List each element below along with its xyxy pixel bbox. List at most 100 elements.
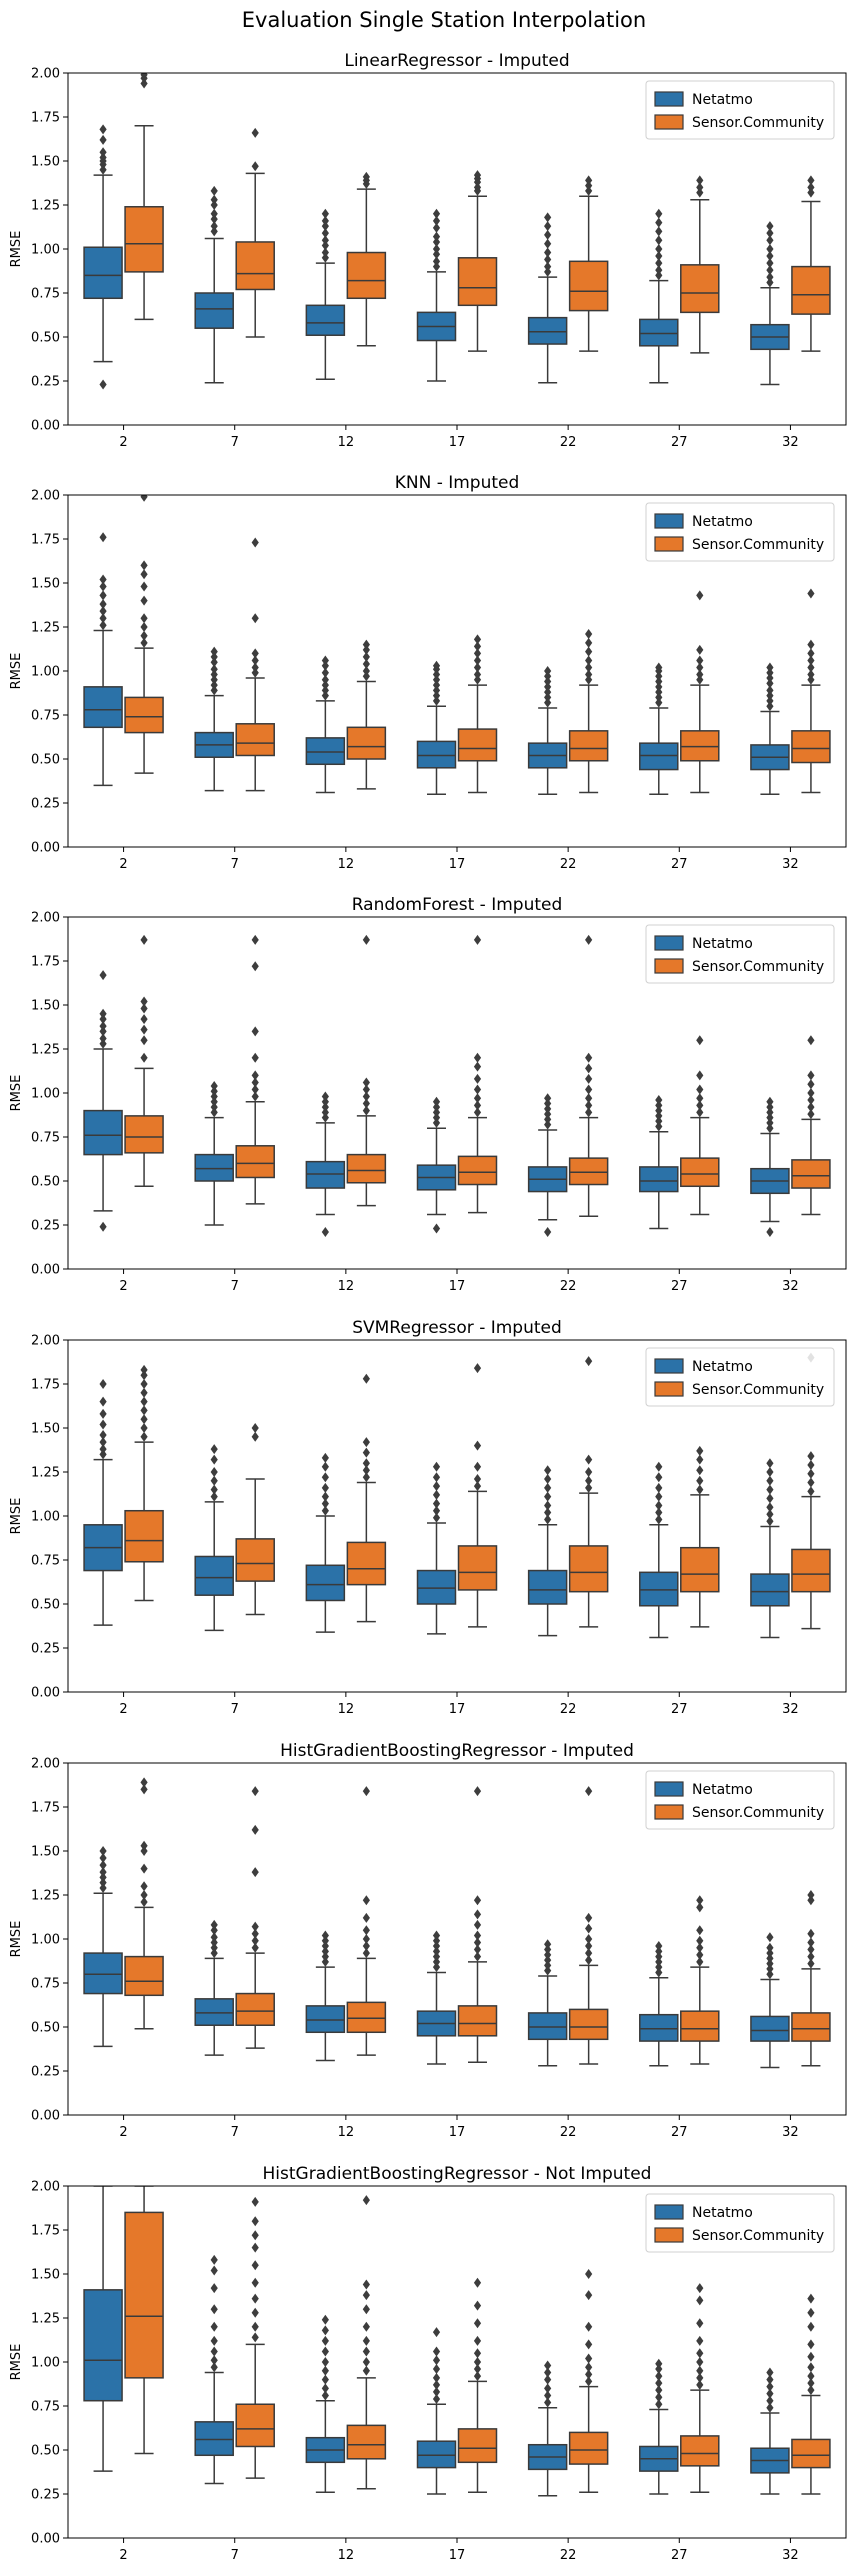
box-iqr bbox=[791, 2012, 831, 2042]
outlier-point bbox=[99, 970, 107, 981]
outlier-point bbox=[696, 2372, 704, 2383]
x-tick-label: 12 bbox=[338, 1279, 355, 1294]
x-tick-label: 17 bbox=[449, 1702, 466, 1717]
outlier-point bbox=[807, 2321, 815, 2332]
outlier-point bbox=[655, 251, 663, 262]
outlier-point bbox=[251, 1786, 259, 1797]
box-iqr bbox=[457, 2428, 498, 2464]
box-iqr bbox=[457, 1545, 498, 1591]
outlier-point bbox=[807, 1928, 815, 1939]
plot-area bbox=[83, 934, 831, 1238]
outlier-point bbox=[432, 669, 441, 680]
outlier-point bbox=[140, 1396, 148, 1407]
outlier-point bbox=[432, 1112, 441, 1123]
y-tick-label: 1.75 bbox=[31, 1801, 60, 1816]
outlier-point bbox=[210, 1086, 218, 1097]
outlier-point bbox=[544, 1939, 552, 1950]
outlier-point bbox=[696, 669, 704, 680]
outlier-point bbox=[321, 2374, 329, 2385]
outlier-point bbox=[362, 2304, 370, 2315]
outlier-point bbox=[251, 2307, 259, 2318]
outlier-point bbox=[99, 1038, 107, 1049]
outlier-point bbox=[99, 164, 107, 175]
box-sensor-community bbox=[235, 1786, 275, 2049]
box-iqr bbox=[346, 1153, 387, 1184]
box-netatmo bbox=[527, 1939, 568, 2067]
outlier-point bbox=[473, 641, 482, 652]
outlier-point bbox=[210, 674, 218, 685]
outlier-point bbox=[362, 2335, 370, 2346]
outlier-point bbox=[321, 1452, 329, 1463]
outlier-point bbox=[696, 644, 704, 655]
x-tick-label: 2 bbox=[119, 435, 127, 450]
y-tick-label: 0.00 bbox=[31, 841, 60, 856]
outlier-point bbox=[362, 1472, 370, 1483]
outlier-point bbox=[473, 655, 482, 666]
outlier-point bbox=[251, 1867, 259, 1878]
outlier-point bbox=[210, 226, 218, 237]
outlier-point bbox=[140, 581, 148, 592]
outlier-point bbox=[251, 2277, 259, 2288]
outlier-point bbox=[655, 1482, 663, 1493]
outlier-point bbox=[807, 1944, 815, 1955]
y-tick-label: 0.50 bbox=[31, 331, 60, 346]
outlier-point bbox=[807, 2307, 815, 2318]
y-tick-label: 1.25 bbox=[31, 621, 60, 636]
x-tick-label: 12 bbox=[338, 1702, 355, 1717]
outlier-point bbox=[99, 1437, 107, 1448]
outlier-point bbox=[99, 1882, 107, 1893]
outlier-point bbox=[807, 648, 815, 659]
outlier-point bbox=[99, 1408, 107, 1419]
outlier-point bbox=[362, 2365, 370, 2376]
box-iqr bbox=[750, 2015, 790, 2042]
box-netatmo bbox=[416, 1930, 457, 2065]
legend-label: Sensor.Community bbox=[692, 959, 824, 975]
outlier-point bbox=[655, 1100, 663, 1111]
outlier-point bbox=[807, 2293, 815, 2304]
outlier-point bbox=[210, 1475, 218, 1486]
outlier-point bbox=[321, 1505, 329, 1516]
outlier-point bbox=[210, 1484, 218, 1495]
outlier-point bbox=[251, 2321, 259, 2332]
outlier-point bbox=[140, 78, 148, 89]
outlier-point bbox=[140, 622, 148, 632]
box-sensor-community bbox=[235, 127, 275, 338]
outlier-point bbox=[807, 588, 815, 599]
outlier-point bbox=[473, 662, 482, 673]
outlier-point bbox=[585, 2290, 593, 2301]
outlier-point bbox=[473, 1937, 482, 1948]
box-iqr bbox=[639, 318, 679, 347]
outlier-point bbox=[655, 1105, 663, 1116]
outlier-point bbox=[766, 662, 774, 673]
box-sensor-community bbox=[791, 1352, 831, 1630]
outlier-point bbox=[766, 235, 774, 246]
box-iqr bbox=[639, 1166, 679, 1193]
outlier-point bbox=[766, 1969, 774, 1980]
x-tick-label: 32 bbox=[782, 2125, 799, 2140]
legend-label: Netatmo bbox=[692, 92, 753, 108]
legend-swatch bbox=[654, 91, 684, 107]
outlier-point bbox=[473, 2357, 482, 2367]
outlier-point bbox=[140, 1431, 148, 1442]
outlier-point bbox=[473, 1909, 482, 1920]
y-tick-label: 1.25 bbox=[31, 2312, 60, 2327]
x-tick-label: 12 bbox=[338, 2125, 355, 2140]
outlier-point bbox=[140, 1035, 148, 1046]
box-netatmo bbox=[750, 662, 790, 795]
outlier-point bbox=[655, 1110, 663, 1121]
outlier-point bbox=[544, 1119, 552, 1130]
outlier-point bbox=[99, 1008, 107, 1019]
outlier-point bbox=[544, 1955, 552, 1966]
box-iqr bbox=[568, 1157, 609, 1186]
outlier-point bbox=[210, 2355, 218, 2366]
outlier-point bbox=[544, 1098, 552, 1109]
outlier-point bbox=[766, 685, 774, 696]
x-tick-label: 7 bbox=[231, 435, 239, 450]
outlier-point bbox=[362, 1458, 370, 1469]
outlier-point bbox=[696, 1107, 704, 1118]
x-tick-label: 17 bbox=[449, 2125, 466, 2140]
outlier-point bbox=[544, 266, 552, 277]
box-sensor-community bbox=[457, 2277, 498, 2493]
outlier-point bbox=[544, 1227, 552, 1238]
outlier-point bbox=[696, 1035, 704, 1046]
